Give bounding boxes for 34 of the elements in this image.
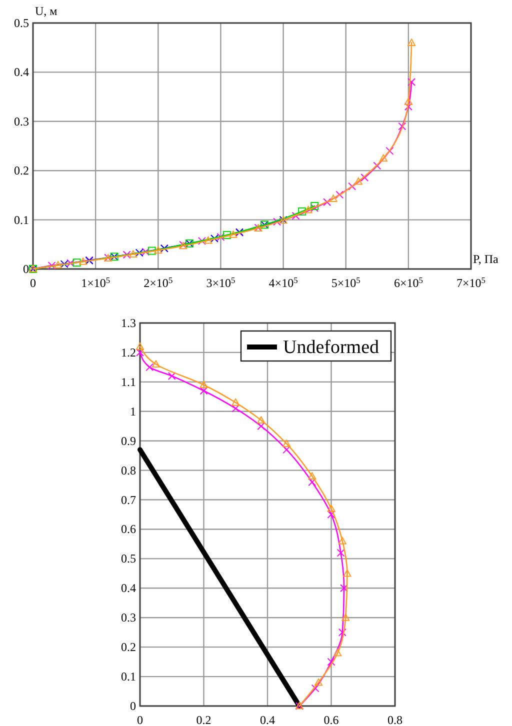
y-tick-label: 0.3 — [14, 114, 29, 128]
x-tick-label: 0.2 — [196, 713, 212, 726]
y-tick-label: 0.8 — [121, 463, 136, 478]
y-axis-title: U, м — [35, 4, 58, 18]
y-tick-label: 1.3 — [121, 316, 136, 330]
y-tick-label: 0.5 — [14, 16, 29, 30]
y-tick-label: 0.3 — [121, 610, 136, 625]
y-tick-label: 0.6 — [121, 522, 136, 536]
y-tick-label: 0.4 — [121, 581, 136, 596]
x-tick-label: 0.6 — [324, 713, 339, 726]
x-tick-label: 7×10$^{5}$ — [456, 276, 486, 290]
y-tick-label: 0 — [130, 699, 136, 713]
y-tick-label: 0.1 — [14, 212, 29, 227]
y-tick-label: 0.4 — [14, 65, 29, 80]
x-tick-label: 5×10$^{5}$ — [331, 276, 360, 290]
x-axis-title: P, Па — [473, 252, 500, 266]
y-tick-label: 0.7 — [121, 492, 136, 507]
y-tick-label: 1 — [130, 404, 136, 418]
x-tick-label: 0.4 — [260, 713, 275, 726]
x-tick-label: 2×10$^{5}$ — [144, 276, 173, 290]
x-tick-label: 0.8 — [388, 713, 402, 726]
y-tick-label: 0.9 — [121, 434, 136, 448]
y-tick-label: 1.2 — [121, 345, 136, 360]
y-tick-label: 0.1 — [121, 670, 136, 684]
y-tick-label: 0.2 — [14, 164, 29, 178]
y-tick-label: 0.5 — [121, 552, 136, 566]
x-tick-label: 6×10$^{5}$ — [394, 276, 423, 290]
x-tick-label: 3×10$^{5}$ — [206, 276, 236, 290]
y-tick-label: 0 — [23, 262, 29, 276]
x-tick-label: 1×10$^{5}$ — [81, 276, 110, 290]
legend-label: Undeformed — [283, 337, 380, 358]
y-tick-label: 0.2 — [121, 640, 136, 654]
y-tick-label: 1.1 — [121, 374, 136, 389]
x-tick-label: 4×10$^{5}$ — [268, 276, 298, 290]
